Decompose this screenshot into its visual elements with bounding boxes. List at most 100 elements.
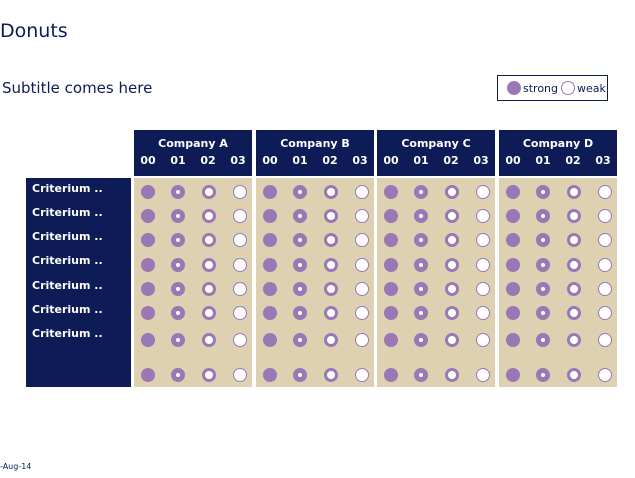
- legend: strong weak: [497, 75, 608, 101]
- thick-ring-donut-icon: [536, 333, 550, 347]
- thin-ring-donut-icon: [445, 368, 459, 382]
- weak-donut-icon: [355, 185, 369, 199]
- strong-donut-icon: [384, 306, 398, 320]
- thick-ring-donut-icon: [414, 209, 428, 223]
- weak-donut-icon: [355, 258, 369, 272]
- row-label: Criterium ..: [32, 182, 103, 195]
- period-label: 03: [352, 154, 368, 167]
- period-label: 03: [595, 154, 611, 167]
- strong-donut-icon: [506, 258, 520, 272]
- thin-ring-donut-icon: [324, 306, 338, 320]
- strong-donut-icon: [384, 185, 398, 199]
- weak-donut-icon: [476, 306, 490, 320]
- strong-donut-icon: [384, 233, 398, 247]
- thick-ring-donut-icon: [171, 258, 185, 272]
- strong-donut-icon: [263, 209, 277, 223]
- thin-ring-donut-icon: [202, 209, 216, 223]
- page-subtitle: Subtitle comes here: [2, 79, 153, 97]
- weak-donut-icon: [355, 306, 369, 320]
- strong-donut-icon: [506, 368, 520, 382]
- weak-donut-icon: [355, 233, 369, 247]
- thin-ring-donut-icon: [445, 185, 459, 199]
- weak-donut-icon: [233, 185, 247, 199]
- thick-ring-donut-icon: [293, 233, 307, 247]
- strong-donut-icon: [141, 333, 155, 347]
- weak-donut-icon: [598, 368, 612, 382]
- row-label-column: Criterium .. Criterium .. Criterium .. C…: [26, 178, 131, 387]
- weak-donut-icon: [598, 333, 612, 347]
- thin-ring-donut-icon: [324, 368, 338, 382]
- row-label: Criterium ..: [32, 279, 103, 292]
- period-label: 00: [140, 154, 156, 167]
- weak-donut-icon: [233, 368, 247, 382]
- weak-donut-icon: [233, 306, 247, 320]
- company-body-b: [256, 178, 374, 387]
- thick-ring-donut-icon: [536, 233, 550, 247]
- thin-ring-donut-icon: [202, 185, 216, 199]
- weak-donut-icon: [598, 185, 612, 199]
- thick-ring-donut-icon: [293, 258, 307, 272]
- strong-donut-icon: [506, 185, 520, 199]
- thin-ring-donut-icon: [567, 282, 581, 296]
- row-label: Criterium ..: [32, 303, 103, 316]
- strong-donut-icon: [384, 282, 398, 296]
- weak-donut-icon: [233, 233, 247, 247]
- strong-donut-icon: [506, 233, 520, 247]
- period-label: 01: [535, 154, 551, 167]
- thin-ring-donut-icon: [324, 333, 338, 347]
- strong-donut-icon: [384, 333, 398, 347]
- strong-donut-icon: [263, 333, 277, 347]
- weak-donut-icon: [355, 282, 369, 296]
- strong-donut-icon: [263, 368, 277, 382]
- thick-ring-donut-icon: [414, 368, 428, 382]
- weak-donut-icon: [355, 368, 369, 382]
- thin-ring-donut-icon: [202, 282, 216, 296]
- strong-donut-icon: [141, 233, 155, 247]
- strong-donut-icon: [141, 258, 155, 272]
- thick-ring-donut-icon: [171, 282, 185, 296]
- thick-ring-donut-icon: [414, 333, 428, 347]
- period-label: 03: [230, 154, 246, 167]
- company-header-d: Company D 00 01 02 03: [499, 130, 617, 176]
- thin-ring-donut-icon: [445, 306, 459, 320]
- strong-donut-icon: [263, 258, 277, 272]
- thick-ring-donut-icon: [293, 282, 307, 296]
- weak-donut-icon: [598, 233, 612, 247]
- period-label: 00: [262, 154, 278, 167]
- period-label: 02: [565, 154, 581, 167]
- weak-donut-icon: [476, 185, 490, 199]
- weak-donut-icon: [476, 368, 490, 382]
- company-name: Company A: [158, 137, 228, 150]
- thick-ring-donut-icon: [414, 258, 428, 272]
- period-label: 02: [443, 154, 459, 167]
- row-label: Criterium ..: [32, 206, 103, 219]
- thin-ring-donut-icon: [445, 233, 459, 247]
- weak-donut-icon: [355, 333, 369, 347]
- thin-ring-donut-icon: [445, 209, 459, 223]
- period-label: 01: [413, 154, 429, 167]
- row-label: Criterium ..: [32, 230, 103, 243]
- strong-donut-icon: [384, 368, 398, 382]
- company-body-c: [377, 178, 495, 387]
- weak-donut-icon: [476, 333, 490, 347]
- thin-ring-donut-icon: [324, 258, 338, 272]
- legend-weak-label: weak: [577, 82, 606, 95]
- weak-donut-icon: [233, 258, 247, 272]
- thick-ring-donut-icon: [171, 185, 185, 199]
- thick-ring-donut-icon: [293, 306, 307, 320]
- weak-donut-icon: [598, 282, 612, 296]
- thin-ring-donut-icon: [202, 368, 216, 382]
- thin-ring-donut-icon: [445, 282, 459, 296]
- period-label: 02: [322, 154, 338, 167]
- company-header-c: Company C 00 01 02 03: [377, 130, 495, 176]
- thin-ring-donut-icon: [202, 306, 216, 320]
- weak-donut-icon: [561, 81, 575, 95]
- thick-ring-donut-icon: [171, 306, 185, 320]
- thin-ring-donut-icon: [567, 185, 581, 199]
- thick-ring-donut-icon: [171, 233, 185, 247]
- thin-ring-donut-icon: [202, 258, 216, 272]
- company-name: Company B: [280, 137, 350, 150]
- thick-ring-donut-icon: [414, 185, 428, 199]
- strong-donut-icon: [141, 368, 155, 382]
- thin-ring-donut-icon: [324, 209, 338, 223]
